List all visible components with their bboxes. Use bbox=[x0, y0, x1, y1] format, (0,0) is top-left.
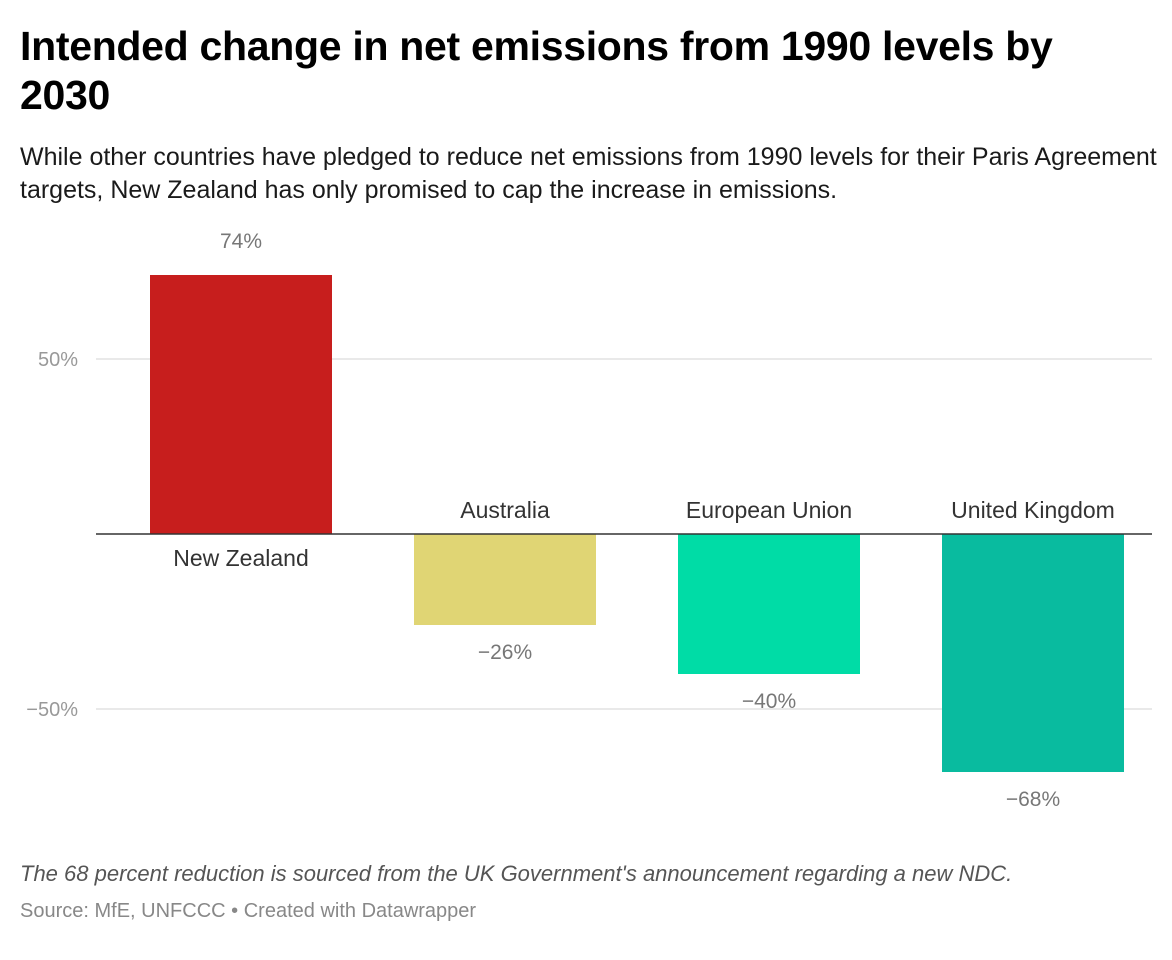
bar-value-label: −26% bbox=[478, 641, 532, 664]
source-text: Source: MfE, UNFCCC bbox=[20, 900, 226, 922]
category-label: United Kingdom bbox=[951, 497, 1115, 523]
chart-subtitle: While other countries have pledged to re… bbox=[20, 143, 1157, 204]
bar-value-label: 74% bbox=[220, 230, 262, 253]
bar-value-label: −40% bbox=[742, 690, 796, 713]
source-separator: • bbox=[231, 900, 239, 922]
bar-chart: 50% −50% 74% New Zealand −26% Australia −40% Eu… bbox=[26, 230, 1152, 811]
bar bbox=[678, 534, 860, 674]
chart-footnote: The 68 percent reduction is sourced from… bbox=[20, 861, 1013, 886]
y-tick-label: −50% bbox=[26, 699, 78, 721]
bar bbox=[942, 534, 1124, 772]
datawrapper-credit: Created with Datawrapper bbox=[243, 900, 477, 922]
category-label: New Zealand bbox=[173, 545, 309, 571]
chart-source-line: Source: MfE, UNFCCC • Created with Dataw… bbox=[20, 898, 476, 924]
category-label: European Union bbox=[686, 497, 852, 523]
bar bbox=[414, 534, 596, 625]
y-tick-label: 50% bbox=[38, 349, 78, 371]
bar-value-label: −68% bbox=[1006, 788, 1060, 811]
bar bbox=[150, 275, 332, 534]
chart-title: Intended change in net emissions from 19… bbox=[20, 23, 1053, 118]
category-label: Australia bbox=[460, 497, 550, 523]
